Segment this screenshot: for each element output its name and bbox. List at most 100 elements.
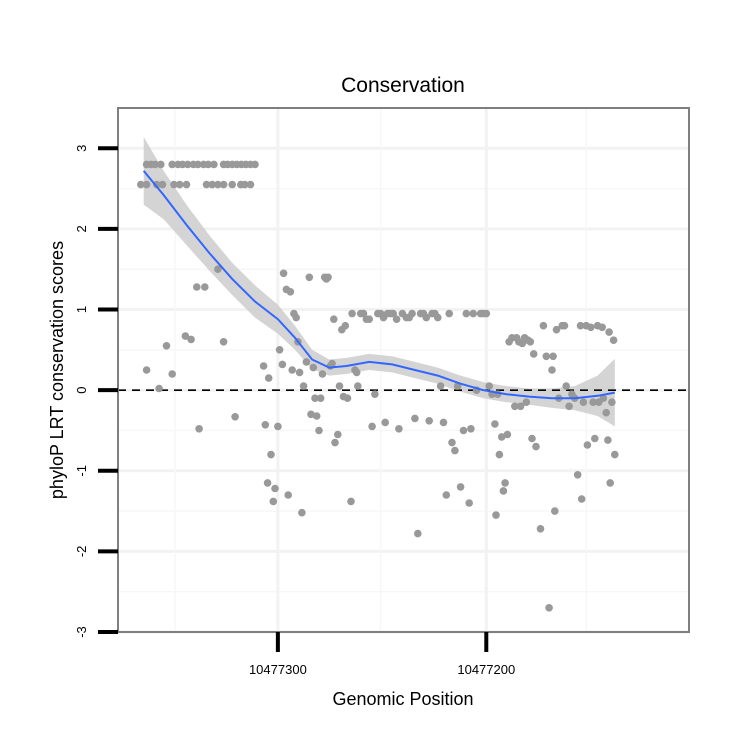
data-point-80 [324, 273, 332, 282]
data-point-89 [341, 321, 350, 330]
data-point-56 [275, 346, 284, 354]
data-point-161 [526, 338, 535, 346]
data-point-191 [598, 323, 606, 332]
data-point-40 [181, 332, 190, 340]
data-point-62 [288, 366, 297, 374]
data-point-71 [307, 410, 315, 419]
data-point-168 [545, 604, 553, 612]
data-point-194 [604, 436, 612, 444]
data-point-105 [381, 418, 390, 427]
data-point-91 [347, 497, 355, 506]
data-point-53 [269, 497, 278, 506]
data-point-156 [516, 402, 525, 411]
data-point-166 [539, 321, 548, 330]
data-point-42 [193, 283, 201, 291]
data-point-197 [608, 398, 616, 407]
y-axis-title: phyloP LRT conservation scores [47, 241, 67, 499]
data-point-5 [175, 180, 184, 189]
data-point-176 [562, 382, 570, 390]
data-point-9 [214, 180, 222, 189]
data-point-73 [311, 394, 319, 403]
data-point-86 [335, 382, 344, 390]
data-point-83 [330, 315, 338, 324]
data-point-77 [318, 370, 327, 378]
data-point-26 [204, 160, 212, 169]
data-point-141 [485, 382, 494, 390]
data-point-133 [462, 309, 471, 318]
data-point-8 [208, 180, 216, 189]
data-point-164 [532, 442, 540, 451]
data-point-175 [560, 321, 569, 330]
data-point-135 [467, 425, 475, 433]
x-axis-title: Genomic Position [332, 689, 473, 709]
data-point-58 [279, 269, 288, 278]
data-point-198 [609, 336, 618, 345]
axes: 3 2 1 0 -1 -2 -3 10477300 10477200 [74, 107, 690, 677]
data-point-187 [589, 398, 597, 407]
y-tick-label-2: 1 [74, 306, 89, 313]
x-tick-label-1: 10477200 [457, 662, 515, 677]
data-point-72 [309, 363, 318, 372]
data-point-57 [278, 360, 287, 369]
data-point-17 [151, 160, 159, 169]
data-point-85 [334, 430, 342, 439]
data-point-192 [599, 394, 608, 403]
data-point-92 [348, 309, 356, 318]
data-point-177 [565, 402, 573, 411]
y-tick-label-5: -2 [74, 546, 89, 558]
data-point-162 [528, 434, 536, 443]
data-point-36 [142, 366, 151, 374]
confidence-ribbon [143, 137, 615, 427]
data-point-35 [251, 160, 259, 169]
data-point-128 [448, 438, 456, 447]
data-point-48 [259, 362, 268, 370]
data-point-0 [137, 180, 145, 189]
data-point-196 [606, 479, 614, 487]
data-point-125 [439, 418, 448, 427]
data-point-43 [195, 425, 203, 433]
data-point-147 [497, 433, 506, 441]
data-point-61 [286, 288, 295, 296]
data-point-109 [392, 315, 401, 324]
data-point-19 [168, 160, 176, 169]
data-point-18 [157, 160, 165, 169]
data-point-150 [503, 430, 512, 439]
data-point-181 [576, 321, 585, 330]
data-point-153 [511, 402, 519, 411]
data-point-41 [187, 335, 195, 344]
data-point-146 [495, 450, 504, 459]
data-point-44 [201, 283, 209, 291]
data-point-27 [210, 160, 218, 169]
data-point-75 [315, 426, 323, 435]
data-point-159 [522, 398, 531, 407]
data-point-82 [328, 359, 336, 368]
data-point-171 [551, 507, 559, 515]
data-point-6 [182, 180, 191, 189]
data-point-68 [299, 382, 308, 390]
data-point-95 [354, 382, 362, 390]
data-point-136 [469, 309, 478, 318]
data-point-110 [395, 425, 403, 433]
data-point-114 [408, 309, 416, 318]
data-point-170 [549, 352, 557, 361]
panel-border [117, 107, 690, 633]
y-tick-label-1: 2 [74, 225, 89, 232]
data-point-90 [343, 394, 352, 403]
data-point-49 [261, 421, 270, 429]
data-point-116 [414, 529, 422, 538]
data-point-188 [591, 434, 599, 443]
data-point-3 [158, 180, 167, 189]
data-point-7 [202, 180, 211, 189]
data-point-45 [214, 265, 222, 274]
data-point-108 [389, 309, 398, 318]
data-point-169 [548, 366, 556, 374]
y-tick-label-3: 0 [74, 387, 89, 394]
data-point-54 [271, 484, 279, 493]
data-point-11 [228, 180, 236, 189]
data-point-39 [168, 370, 176, 378]
data-point-10 [219, 180, 228, 189]
data-point-70 [305, 273, 314, 282]
plot-content [118, 137, 689, 612]
data-point-149 [501, 479, 509, 487]
